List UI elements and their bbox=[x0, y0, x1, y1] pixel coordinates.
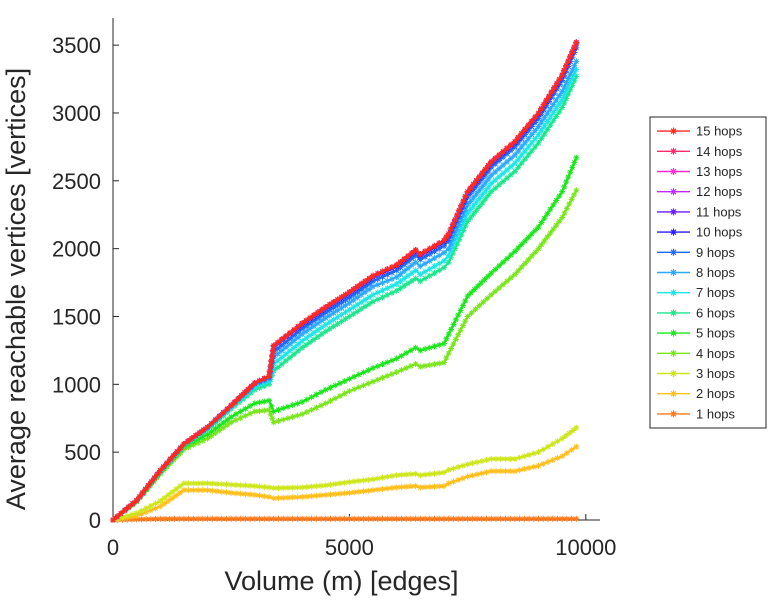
series-markers bbox=[110, 515, 580, 523]
x-axis-ticks: 0 5000 10000 bbox=[107, 514, 616, 560]
legend-item: 9 hops bbox=[657, 245, 736, 260]
legend-item: 1 hops bbox=[657, 406, 736, 421]
legend-swatch-marker bbox=[670, 349, 677, 357]
legend-swatch-marker bbox=[670, 208, 677, 216]
legend-swatch-marker bbox=[670, 309, 677, 317]
legend-item: 11 hops bbox=[657, 204, 742, 219]
legend-items: 15 hops 14 hops 13 hops 12 hops 11 hops 10 ho… bbox=[657, 124, 743, 421]
legend-label: 1 hops bbox=[696, 406, 736, 421]
y-tick-label: 500 bbox=[64, 440, 101, 465]
legend-label: 14 hops bbox=[696, 144, 743, 159]
series-markers bbox=[110, 424, 580, 523]
legend-label: 3 hops bbox=[696, 366, 736, 381]
legend-swatch-marker bbox=[670, 248, 677, 256]
y-tick-label: 2000 bbox=[52, 237, 101, 262]
legend-swatch-marker bbox=[670, 289, 677, 297]
legend-item: 6 hops bbox=[657, 305, 736, 320]
legend-item: 3 hops bbox=[657, 366, 736, 381]
series-3-hops bbox=[110, 424, 580, 523]
legend-item: 12 hops bbox=[657, 184, 743, 199]
y-tick-label: 0 bbox=[89, 508, 101, 533]
legend-label: 7 hops bbox=[696, 285, 736, 300]
y-tick-label: 1500 bbox=[52, 304, 101, 329]
legend-swatch-marker bbox=[670, 370, 677, 377]
legend-label: 9 hops bbox=[696, 245, 736, 260]
legend-label: 5 hops bbox=[696, 326, 736, 341]
x-tick-label: 10000 bbox=[555, 535, 616, 560]
legend-item: 8 hops bbox=[657, 265, 736, 280]
legend-item: 14 hops bbox=[657, 144, 743, 159]
series-15-hops bbox=[110, 39, 580, 523]
legend-swatch-marker bbox=[670, 390, 677, 398]
series-group bbox=[110, 39, 580, 523]
series-line bbox=[112, 157, 578, 521]
legend-label: 6 hops bbox=[696, 305, 736, 320]
legend-swatch-marker bbox=[670, 127, 677, 135]
legend-item: 15 hops bbox=[657, 124, 743, 139]
legend-label: 11 hops bbox=[696, 204, 742, 219]
legend-swatch-marker bbox=[670, 188, 677, 196]
legend-swatch-marker bbox=[670, 269, 677, 276]
legend-item: 10 hops bbox=[657, 225, 743, 240]
legend-item: 5 hops bbox=[657, 326, 736, 341]
legend-swatch-marker bbox=[670, 329, 677, 337]
legend-item: 7 hops bbox=[657, 285, 736, 300]
y-tick-label: 3000 bbox=[52, 101, 101, 126]
legend-label: 13 hops bbox=[696, 164, 743, 179]
y-tick-label: 2500 bbox=[52, 169, 101, 194]
y-tick-label: 1000 bbox=[52, 372, 101, 397]
y-axis-ticks: 0 500 1000 1500 2000 2500 3000 3500 bbox=[52, 33, 119, 533]
series-markers bbox=[110, 39, 580, 523]
legend-item: 13 hops bbox=[657, 164, 743, 179]
legend-label: 8 hops bbox=[696, 265, 736, 280]
legend-swatch-marker bbox=[670, 168, 677, 175]
legend-swatch-marker bbox=[670, 147, 677, 155]
series-line bbox=[112, 75, 578, 521]
legend-swatch-marker bbox=[670, 410, 677, 418]
plot-area: 0 500 1000 1500 2000 2500 3000 3500 0 5000 10000 bbox=[52, 18, 616, 560]
legend-label: 10 hops bbox=[696, 225, 743, 240]
legend-label: 2 hops bbox=[696, 386, 736, 401]
y-axis-label: Average reachable vertices [vertices] bbox=[1, 68, 31, 510]
x-tick-label: 5000 bbox=[325, 535, 374, 560]
legend-item: 2 hops bbox=[657, 386, 736, 401]
series-line bbox=[112, 426, 578, 522]
legend: 15 hops 14 hops 13 hops 12 hops 11 hops 10 ho… bbox=[649, 116, 767, 429]
legend-item: 4 hops bbox=[657, 346, 736, 361]
legend-label: 15 hops bbox=[696, 124, 743, 139]
legend-label: 12 hops bbox=[696, 184, 743, 199]
x-axis-label: Volume (m) [edges] bbox=[224, 566, 458, 596]
series-markers bbox=[110, 154, 580, 523]
x-tick-label: 0 bbox=[107, 535, 119, 560]
legend-swatch-marker bbox=[670, 228, 677, 236]
series-1-hops bbox=[110, 515, 580, 523]
series-5-hops bbox=[110, 154, 580, 523]
legend-label: 4 hops bbox=[696, 346, 736, 361]
y-tick-label: 3500 bbox=[52, 33, 101, 58]
